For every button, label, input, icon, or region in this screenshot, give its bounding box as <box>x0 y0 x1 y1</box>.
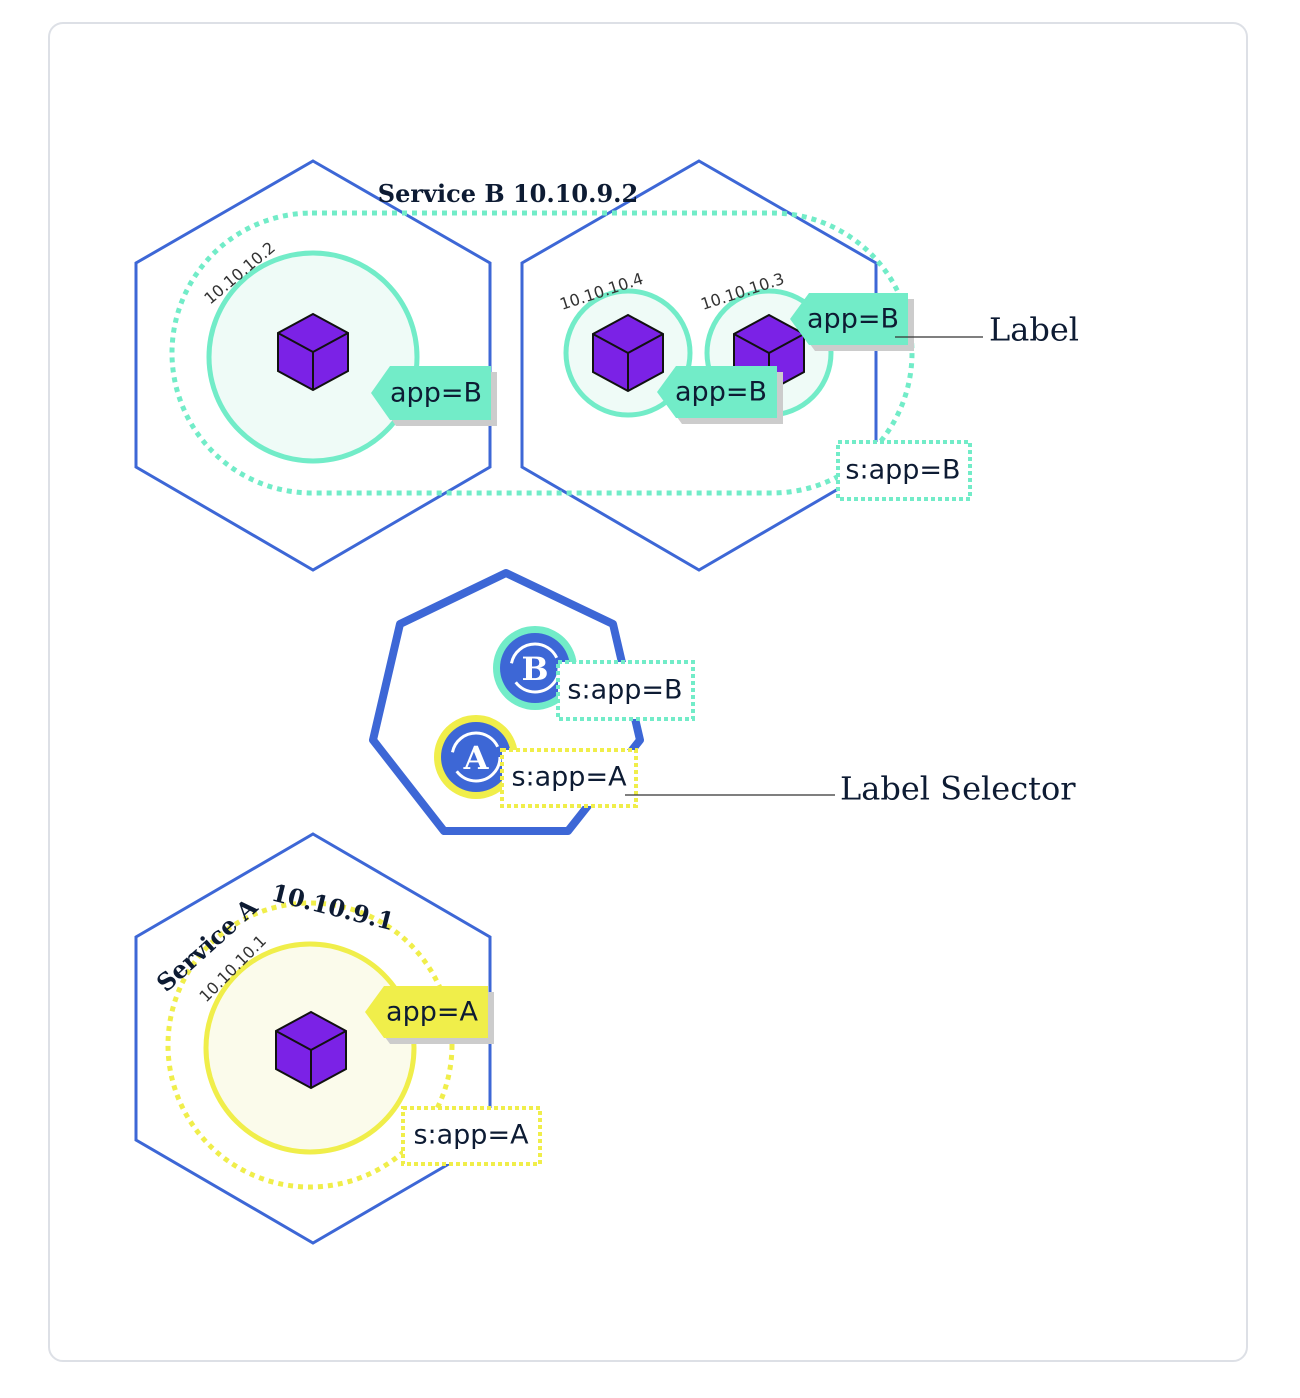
label-text: app=A <box>386 997 478 1028</box>
selector-tag <box>500 748 638 808</box>
label-text: app=B <box>807 304 899 335</box>
label-text: app=B <box>390 378 482 409</box>
service-title: Service B 10.10.9.2 <box>378 179 638 208</box>
selector-tag <box>556 660 695 721</box>
callout: Label <box>989 311 1079 349</box>
service-letter: A <box>463 739 490 777</box>
selector-text: s:app=B <box>567 675 682 706</box>
node <box>134 832 492 1245</box>
node <box>134 159 492 572</box>
service-boundary <box>169 210 915 496</box>
selector-tag <box>401 1106 542 1166</box>
selector-tag <box>836 440 972 501</box>
selector-text: s:app=A <box>413 1120 529 1151</box>
service-letter: B <box>521 650 548 688</box>
label-text: app=B <box>675 377 767 408</box>
label-tag <box>365 986 488 1038</box>
callout: Label Selector <box>840 770 1076 808</box>
service-boundary <box>165 900 455 1190</box>
node <box>520 159 878 572</box>
label-tag <box>790 293 908 345</box>
selector-text: s:app=B <box>845 455 960 486</box>
label-tag <box>657 366 777 418</box>
selector-text: s:app=A <box>511 762 627 793</box>
label-tag <box>371 366 491 420</box>
